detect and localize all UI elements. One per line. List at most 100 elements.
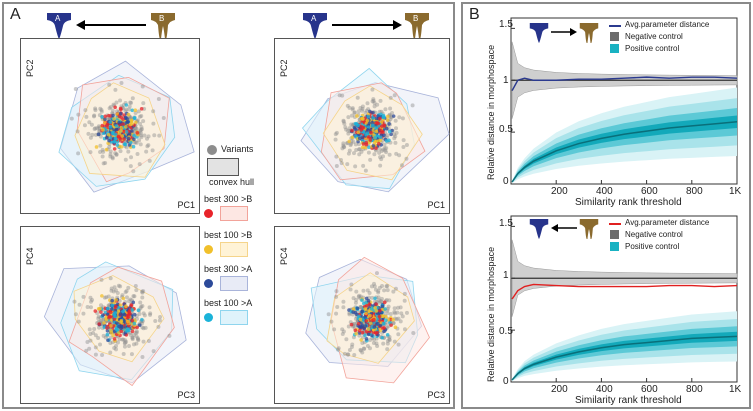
xtick: 1K bbox=[729, 384, 742, 395]
best-variant-point bbox=[387, 122, 391, 126]
variant-point bbox=[349, 113, 354, 118]
variant-point bbox=[95, 126, 100, 131]
avg-parameter-line bbox=[511, 283, 738, 300]
chart-a-to-b: Relative distance in morphospace 1.5 1 0… bbox=[463, 4, 753, 214]
variant-point bbox=[91, 114, 96, 119]
variant-point bbox=[137, 114, 142, 119]
best-variant-point bbox=[389, 132, 393, 137]
variant-point bbox=[363, 168, 368, 173]
variant-point bbox=[122, 344, 127, 349]
best-variant-point bbox=[132, 116, 137, 121]
variant-point bbox=[359, 149, 364, 154]
variant-point bbox=[344, 127, 349, 132]
best-variant-point bbox=[121, 122, 126, 126]
variant-point bbox=[388, 312, 393, 317]
variant-point bbox=[341, 118, 346, 123]
variant-point bbox=[402, 291, 407, 296]
variant-point bbox=[358, 348, 363, 353]
best-variant-point bbox=[357, 136, 362, 141]
variant-point bbox=[108, 276, 113, 281]
best-variant-point bbox=[374, 146, 378, 150]
variant-point bbox=[92, 126, 97, 131]
variant-point bbox=[98, 143, 103, 148]
variant-point bbox=[137, 138, 142, 143]
variant-point bbox=[357, 333, 362, 338]
variant-point bbox=[345, 103, 350, 108]
variant-point bbox=[108, 154, 113, 159]
variant-point bbox=[382, 142, 387, 147]
best-variant-point bbox=[359, 117, 364, 121]
best-variant-point bbox=[105, 328, 110, 333]
variant-point bbox=[345, 162, 350, 167]
best-variant-point bbox=[123, 125, 128, 129]
variant-point bbox=[358, 105, 363, 110]
legend-item-dot bbox=[204, 313, 213, 322]
variant-point bbox=[99, 109, 104, 114]
variant-point bbox=[101, 161, 106, 166]
variant-point bbox=[133, 111, 138, 116]
variant-point bbox=[115, 291, 120, 296]
variant-point bbox=[143, 325, 148, 330]
variant-point bbox=[102, 295, 107, 300]
xtick: 200 bbox=[551, 384, 568, 395]
variant-point bbox=[352, 110, 357, 115]
variant-point bbox=[120, 293, 125, 298]
variant-point bbox=[377, 285, 382, 290]
best-variant-point bbox=[374, 116, 379, 121]
best-variant-point bbox=[378, 323, 383, 328]
variant-point bbox=[122, 341, 127, 346]
variant-point bbox=[383, 107, 388, 112]
variant-point bbox=[335, 347, 340, 352]
variant-point bbox=[340, 332, 345, 337]
variant-point bbox=[340, 327, 345, 332]
best-variant-point bbox=[115, 328, 120, 332]
variant-point bbox=[341, 299, 346, 304]
best-variant-point bbox=[108, 310, 113, 315]
variant-point bbox=[99, 277, 104, 282]
variant-point bbox=[133, 140, 138, 145]
variant-point bbox=[348, 143, 353, 148]
variant-point bbox=[341, 141, 346, 146]
variant-point bbox=[109, 286, 114, 291]
variant-point bbox=[88, 295, 93, 300]
variant-point bbox=[340, 146, 345, 151]
best-variant-point bbox=[380, 326, 385, 330]
best-variant-point bbox=[382, 329, 386, 334]
best-variant-point bbox=[372, 317, 376, 322]
variant-point bbox=[82, 123, 87, 128]
variant-point bbox=[379, 299, 384, 304]
best-variant-point bbox=[130, 329, 135, 334]
best-variant-point bbox=[105, 122, 110, 127]
hull-swatch bbox=[207, 158, 239, 176]
variant-point bbox=[355, 95, 360, 100]
variant-point bbox=[134, 329, 139, 334]
variant-point bbox=[87, 327, 92, 332]
variant-point bbox=[139, 135, 144, 140]
ytick: 1.5 bbox=[499, 19, 513, 30]
variant-point bbox=[396, 316, 401, 321]
best-variant-point bbox=[130, 308, 135, 312]
variant-point bbox=[98, 106, 103, 111]
variant-point bbox=[124, 107, 129, 112]
variant-point bbox=[138, 127, 143, 132]
variant-point bbox=[139, 133, 144, 138]
best-variant-point bbox=[114, 304, 118, 309]
variant-point bbox=[138, 300, 143, 305]
scatter-plot-right-bottom bbox=[305, 256, 430, 384]
variant-point bbox=[395, 310, 400, 315]
variant-point bbox=[385, 284, 390, 289]
best-variant-point bbox=[94, 145, 99, 149]
best-variant-point bbox=[131, 300, 136, 305]
variant-point bbox=[378, 98, 383, 103]
variant-point bbox=[141, 326, 146, 331]
variant-point bbox=[134, 341, 139, 346]
axis-ylabel: PC4 bbox=[25, 247, 35, 265]
variant-point bbox=[358, 347, 363, 352]
best-variant-point bbox=[135, 131, 140, 135]
ytick: 0.5 bbox=[499, 326, 513, 337]
shape-b-icon-right bbox=[405, 13, 429, 39]
variant-point bbox=[411, 331, 416, 336]
best-variant-point bbox=[373, 135, 378, 140]
variant-point bbox=[334, 164, 339, 169]
variant-point bbox=[93, 132, 98, 137]
